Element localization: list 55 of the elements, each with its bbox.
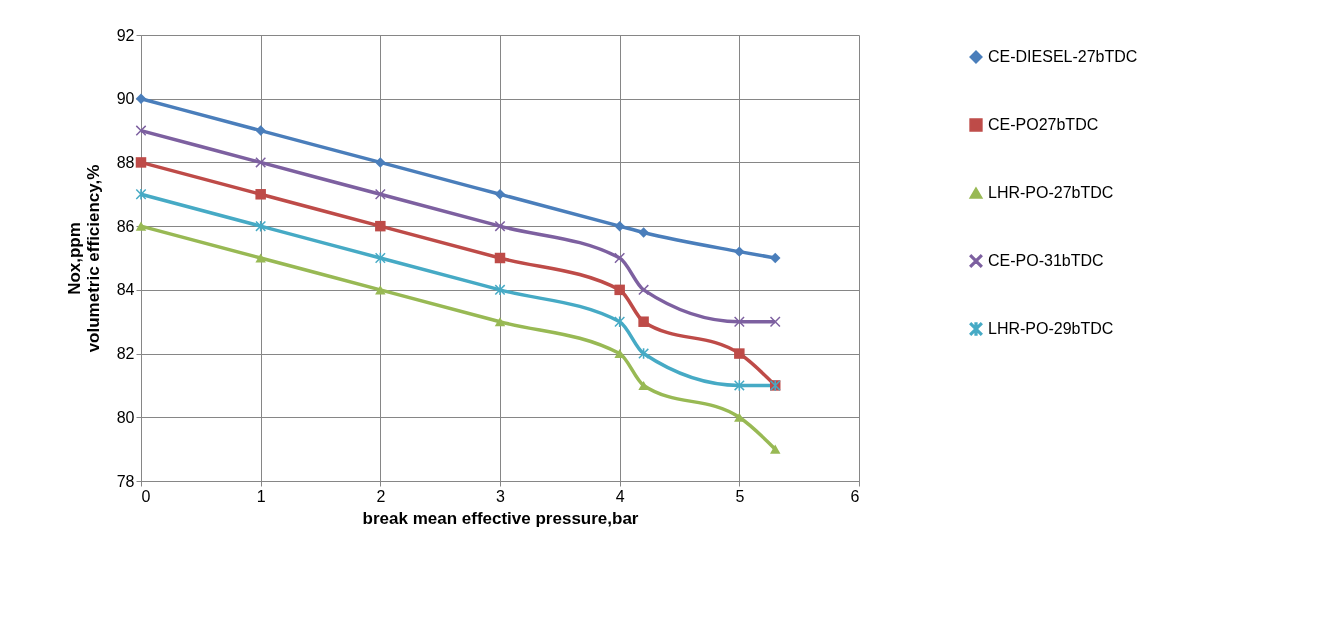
point	[734, 246, 745, 257]
point	[638, 348, 649, 359]
x-axis-title: break mean effective pressure,bar	[362, 508, 639, 528]
point	[769, 316, 781, 327]
y-tick-label: 82	[116, 345, 135, 363]
point	[614, 316, 625, 327]
y-axis-title: volumetric efficiency,%	[83, 164, 103, 353]
point	[255, 189, 266, 200]
point	[375, 189, 386, 200]
point	[494, 317, 506, 327]
legend-label: LHR-PO-29bTDC	[988, 320, 1114, 337]
text: Nox,ppm	[64, 222, 84, 295]
legend-label: CE-PO27bTDC	[988, 116, 1099, 133]
point	[255, 125, 266, 136]
x-tick-label: 3	[496, 487, 506, 505]
point	[135, 93, 147, 104]
point	[255, 253, 266, 263]
point	[494, 220, 506, 232]
x-tick-label: 1	[256, 487, 266, 505]
x-tick-label: 6	[850, 487, 860, 505]
point	[135, 189, 147, 200]
y-tick-label: 92	[116, 26, 135, 44]
point	[638, 284, 649, 296]
point	[135, 221, 147, 231]
point	[135, 157, 147, 168]
legend-label: CE-DIESEL-27bTDC	[988, 48, 1138, 65]
point	[614, 220, 625, 232]
point	[255, 157, 266, 168]
legend-label: CE-PO-31bTDC	[988, 252, 1104, 269]
y-tick-label: 78	[116, 472, 135, 490]
y-tick-label: 84	[116, 281, 135, 299]
point	[769, 444, 781, 454]
point	[494, 252, 506, 264]
point	[638, 316, 649, 327]
point	[375, 157, 386, 168]
legend-label: LHR-PO-27bTDC	[988, 184, 1114, 201]
point	[734, 348, 745, 359]
point	[614, 284, 625, 296]
point	[734, 316, 745, 327]
x-tick-label: 2	[376, 487, 386, 505]
point	[494, 189, 506, 200]
point	[614, 252, 625, 264]
y-tick-label: 88	[116, 153, 135, 171]
point	[375, 285, 386, 295]
point	[638, 227, 649, 238]
point	[638, 380, 649, 390]
point	[494, 284, 506, 296]
point	[135, 125, 147, 136]
y-tick-label: 80	[116, 408, 135, 426]
x-tick-label: 5	[735, 487, 745, 505]
x-tick-label: 0	[141, 487, 151, 505]
point	[375, 220, 386, 232]
x-tick-label: 4	[615, 487, 625, 505]
y-tick-label: 86	[116, 217, 135, 235]
y-tick-label: 90	[116, 90, 135, 108]
